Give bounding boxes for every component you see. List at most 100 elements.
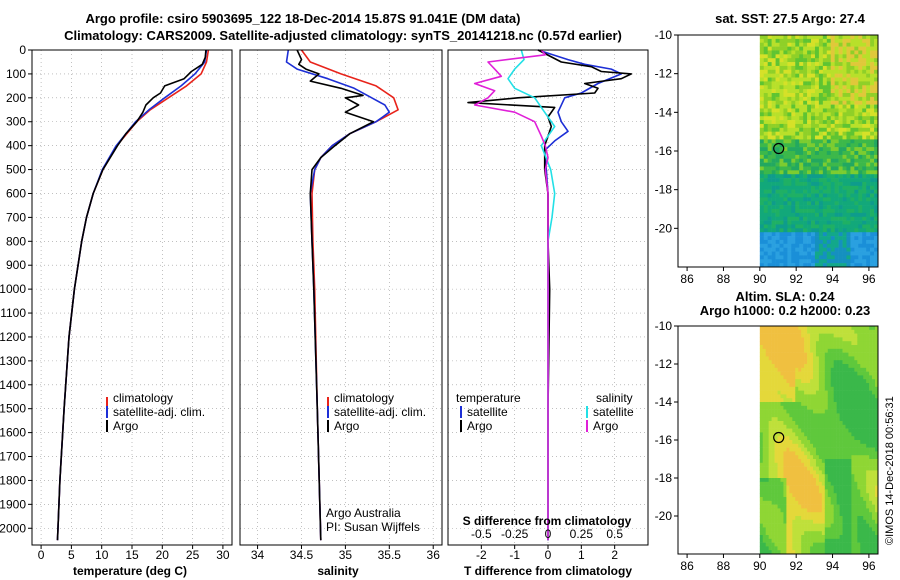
map-cell xyxy=(787,112,792,117)
map-cell xyxy=(783,38,788,44)
map-cell xyxy=(818,493,823,498)
map-cell xyxy=(798,352,802,357)
map-cell xyxy=(786,398,790,403)
map-cell xyxy=(854,65,859,71)
map-cell xyxy=(789,493,793,498)
map-cell xyxy=(830,451,834,456)
map-cell xyxy=(869,352,873,357)
map-cell xyxy=(869,409,873,414)
map-cell xyxy=(869,329,873,334)
map-cell xyxy=(775,108,780,113)
map-cell xyxy=(787,100,792,105)
map-cell xyxy=(863,360,867,365)
map-cell xyxy=(798,527,802,532)
map-cell xyxy=(872,348,876,353)
map-cell xyxy=(801,364,805,369)
map-cell xyxy=(874,93,879,98)
map-cell xyxy=(792,326,796,331)
map-cell xyxy=(822,77,828,82)
map-cell xyxy=(792,497,796,502)
map-cell xyxy=(875,375,879,380)
map-cell xyxy=(869,386,873,391)
map-cell xyxy=(866,329,870,334)
x-tick-label: 0 xyxy=(545,548,552,562)
map-cell xyxy=(846,104,851,109)
map-cell xyxy=(780,447,784,452)
map-cell xyxy=(830,326,834,331)
map-cell xyxy=(857,337,861,342)
map-cell xyxy=(783,131,788,136)
map-cell xyxy=(838,77,843,82)
map-cell xyxy=(818,166,824,171)
map-cell xyxy=(765,462,769,467)
map-cell xyxy=(851,436,855,441)
map-cell xyxy=(762,455,767,460)
map-cell xyxy=(786,523,790,528)
map-cell xyxy=(872,466,876,471)
map-cell xyxy=(813,329,817,334)
map-cell xyxy=(780,341,784,346)
map-cell xyxy=(801,348,805,353)
map-cell xyxy=(860,394,864,399)
map-cell xyxy=(783,69,788,74)
map-cell xyxy=(771,120,776,125)
map-cell xyxy=(846,185,851,190)
map-cell xyxy=(779,58,784,63)
map-cell xyxy=(795,255,800,260)
map-cell xyxy=(838,104,843,109)
map-cell xyxy=(836,500,840,505)
map-cell xyxy=(838,185,843,190)
map-cell xyxy=(765,417,769,422)
map-cell xyxy=(870,162,875,167)
map-cell xyxy=(857,478,861,483)
map-cell xyxy=(862,116,867,121)
map-cell xyxy=(848,485,852,490)
map-cell xyxy=(765,329,769,334)
map-cell xyxy=(759,481,764,486)
map-cell xyxy=(807,402,811,407)
map-cell xyxy=(870,201,875,206)
map-cell xyxy=(783,417,787,422)
map-cell xyxy=(833,546,837,551)
map-cell xyxy=(798,451,802,456)
map-cell xyxy=(866,341,870,346)
map-cell xyxy=(866,474,870,479)
map-cell xyxy=(810,390,814,395)
map-cell xyxy=(842,451,846,456)
lon-tick-label: 94 xyxy=(826,559,840,573)
map-cell xyxy=(821,390,826,395)
map-cell xyxy=(814,116,820,121)
map-cell xyxy=(807,485,811,490)
map-cell xyxy=(851,375,855,380)
map-cell xyxy=(763,220,768,225)
map-cell xyxy=(807,77,812,82)
map-cell xyxy=(759,181,765,187)
map-cell xyxy=(826,243,832,248)
map-cell xyxy=(810,417,814,422)
map-cell xyxy=(869,402,873,407)
map-cell xyxy=(833,371,837,376)
map-cell xyxy=(795,455,799,460)
map-cell xyxy=(818,100,824,105)
map-cell xyxy=(777,504,781,509)
map-cell xyxy=(814,108,820,113)
map-cell xyxy=(759,174,765,179)
map-cell xyxy=(779,162,784,167)
map-cell xyxy=(807,251,812,256)
map-cell xyxy=(860,527,864,532)
map-cell xyxy=(850,263,855,268)
map-cell xyxy=(804,333,808,338)
map-cell xyxy=(813,424,817,429)
map-cell xyxy=(875,329,879,334)
map-cell xyxy=(818,35,824,40)
s-tick-label: 0 xyxy=(545,527,552,541)
map-cell xyxy=(870,228,875,233)
depth-tick-label: 1300 xyxy=(0,354,26,368)
map-cell xyxy=(845,329,849,334)
map-cell xyxy=(814,263,820,268)
map-cell xyxy=(824,383,829,388)
map-cell xyxy=(767,62,772,67)
map-cell xyxy=(786,383,790,388)
map-cell xyxy=(830,383,834,388)
map-cell xyxy=(826,69,832,74)
